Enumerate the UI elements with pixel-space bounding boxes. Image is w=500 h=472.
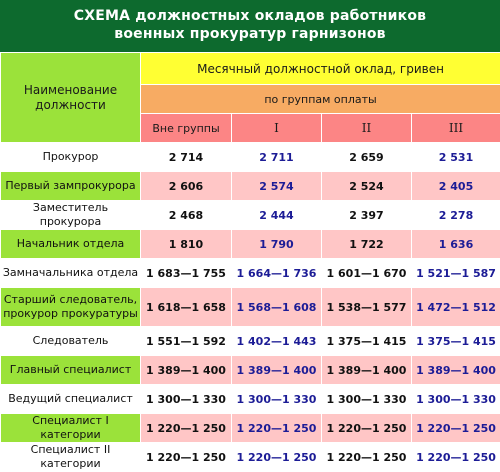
- salary-value-cell: 1 220—1 250: [141, 443, 232, 472]
- position-name-cell: Ведущий специалист: [1, 385, 141, 414]
- salary-value-cell: 1 300—1 330: [232, 385, 322, 414]
- header-group-outside: Вне группы: [141, 114, 232, 143]
- salary-value-cell: 1 551—1 592: [141, 327, 232, 356]
- salary-value-cell: 2 524: [322, 172, 412, 201]
- table-row: Старший следователь, прокурор прокуратур…: [1, 288, 500, 327]
- salary-value-cell: 2 606: [141, 172, 232, 201]
- salary-value-cell: 2 574: [232, 172, 322, 201]
- salary-value-cell: 1 220—1 250: [322, 414, 412, 443]
- position-name-cell: Первый зампрокурора: [1, 172, 141, 201]
- salary-value-cell: 2 531: [412, 143, 500, 172]
- salary-value-cell: 2 714: [141, 143, 232, 172]
- salary-value-cell: 1 790: [232, 230, 322, 259]
- salary-value-cell: 2 444: [232, 201, 322, 230]
- salary-value-cell: 2 468: [141, 201, 232, 230]
- position-name-cell: Замначальника отдела: [1, 259, 141, 288]
- position-name-cell: Следователь: [1, 327, 141, 356]
- salary-value-cell: 1 220—1 250: [412, 443, 500, 472]
- salary-value-cell: 2 405: [412, 172, 500, 201]
- salary-value-cell: 1 300—1 330: [141, 385, 232, 414]
- salary-value-cell: 1 375—1 415: [412, 327, 500, 356]
- header-pay-groups: по группам оплаты: [141, 85, 500, 114]
- position-name-cell: Специалист I категории: [1, 414, 141, 443]
- salary-value-cell: 1 389—1 400: [322, 356, 412, 385]
- salary-value-cell: 1 521—1 587: [412, 259, 500, 288]
- position-name-cell: Начальник отдела: [1, 230, 141, 259]
- salary-value-cell: 1 220—1 250: [141, 414, 232, 443]
- salary-value-cell: 1 722: [322, 230, 412, 259]
- salary-value-cell: 2 397: [322, 201, 412, 230]
- salary-value-cell: 1 568—1 608: [232, 288, 322, 327]
- position-name-cell: Прокурор: [1, 143, 141, 172]
- header-position-name: Наименование должности: [1, 53, 141, 143]
- header-group-2: II: [322, 114, 412, 143]
- header-monthly-salary: Месячный должностной оклад, гривен: [141, 53, 500, 85]
- position-name-cell: Главный специалист: [1, 356, 141, 385]
- position-name-cell: Специалист II категории: [1, 443, 141, 472]
- salary-value-cell: 1 618—1 658: [141, 288, 232, 327]
- salary-value-cell: 2 659: [322, 143, 412, 172]
- title-line-1: СХЕМА должностных окладов работников: [0, 7, 500, 25]
- header-group-1: I: [232, 114, 322, 143]
- salary-value-cell: 1 389—1 400: [412, 356, 500, 385]
- title-line-2: военных прокуратур гарнизонов: [0, 25, 500, 43]
- salary-value-cell: 1 220—1 250: [232, 443, 322, 472]
- salary-table: Наименование должности Месячный должност…: [0, 52, 500, 472]
- salary-value-cell: 1 220—1 250: [412, 414, 500, 443]
- salary-value-cell: 2 278: [412, 201, 500, 230]
- salary-value-cell: 1 220—1 250: [322, 443, 412, 472]
- salary-value-cell: 1 375—1 415: [322, 327, 412, 356]
- salary-value-cell: 1 636: [412, 230, 500, 259]
- salary-value-cell: 1 683—1 755: [141, 259, 232, 288]
- salary-value-cell: 2 711: [232, 143, 322, 172]
- salary-value-cell: 1 810: [141, 230, 232, 259]
- salary-value-cell: 1 664—1 736: [232, 259, 322, 288]
- salary-value-cell: 1 402—1 443: [232, 327, 322, 356]
- salary-value-cell: 1 300—1 330: [412, 385, 500, 414]
- position-name-cell: Заместитель прокурора: [1, 201, 141, 230]
- position-name-cell: Старший следователь, прокурор прокуратур…: [1, 288, 141, 327]
- header-group-3: III: [412, 114, 500, 143]
- salary-value-cell: 1 220—1 250: [232, 414, 322, 443]
- salary-value-cell: 1 300—1 330: [322, 385, 412, 414]
- salary-value-cell: 1 472—1 512: [412, 288, 500, 327]
- salary-value-cell: 1 389—1 400: [232, 356, 322, 385]
- page-title: СХЕМА должностных окладов работников вое…: [0, 0, 500, 52]
- salary-value-cell: 1 538—1 577: [322, 288, 412, 327]
- salary-value-cell: 1 601—1 670: [322, 259, 412, 288]
- salary-value-cell: 1 389—1 400: [141, 356, 232, 385]
